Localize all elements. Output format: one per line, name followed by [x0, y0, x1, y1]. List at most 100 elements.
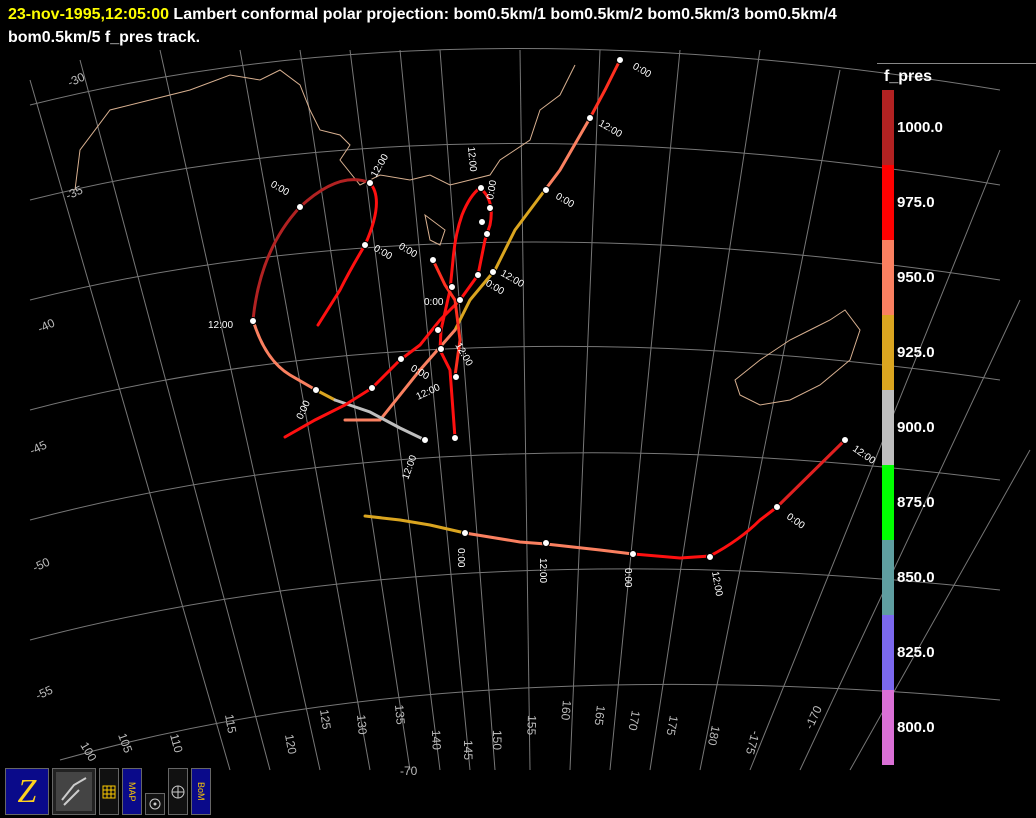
lat-label-50: -50 [30, 555, 52, 575]
lat-label-40: -40 [35, 316, 57, 336]
longitude-grid [29, 49, 1031, 771]
track-point [451, 434, 459, 442]
globe-tool-button[interactable] [168, 768, 188, 815]
grid-icon [102, 785, 116, 798]
lon-label-110: 110 [167, 732, 186, 754]
track-point [616, 56, 624, 64]
time-labels: 0:00 12:00 0:00 12:00 0:00 0:00 0:00 12:… [208, 61, 877, 598]
track-point [296, 203, 304, 211]
time-label: 12:00 [208, 320, 233, 331]
lon-label-170: 170 [626, 709, 643, 731]
track-4-a [363, 514, 467, 535]
lat-label-45: -45 [27, 438, 49, 458]
lon-label-175: 175 [664, 714, 681, 736]
time-label: 12:00 [597, 118, 625, 140]
toolbar: Z MAP BoM [5, 768, 211, 815]
lat-label-35: -35 [63, 183, 85, 203]
globe-icon [171, 785, 185, 798]
track-4-d [775, 438, 847, 509]
track-3c [431, 258, 462, 378]
colorbar-label-900: 900.0 [897, 419, 935, 436]
grid-tool-button[interactable] [99, 768, 119, 815]
time-label: 0:00 [484, 278, 507, 297]
track-2-tail [251, 318, 318, 392]
colorbar-label-800: 800.0 [897, 719, 935, 736]
storm-tracks [251, 58, 847, 560]
satellite-icon [56, 772, 92, 811]
track-point [474, 271, 482, 279]
circle-tool-button[interactable] [145, 793, 165, 815]
lon-label-125: 125 [317, 708, 334, 730]
track-point [361, 241, 369, 249]
colorbar-segment-950 [882, 240, 894, 315]
colorbar-segment-925 [882, 315, 894, 390]
track-point [483, 230, 491, 238]
lon-label-140: 140 [429, 730, 444, 751]
track-point [249, 317, 257, 325]
colorbar-segment-850 [882, 540, 894, 615]
time-label: 0:00 [269, 179, 292, 198]
zoom-logo-button[interactable]: Z [5, 768, 49, 815]
colorbar [882, 90, 894, 765]
track-point [841, 436, 849, 444]
track-point [368, 384, 376, 392]
track-point [397, 355, 405, 363]
colorbar-segment-900 [882, 390, 894, 465]
coastline [74, 64, 861, 406]
lon-label-105: 105 [115, 731, 135, 755]
track-2-loop2 [316, 181, 378, 327]
colorbar-segment-875 [882, 465, 894, 540]
bom-tool-label: BoM [196, 782, 206, 801]
time-label: 0:00 [397, 241, 420, 260]
time-label: 0:00 [631, 61, 654, 80]
target-icon [149, 798, 161, 810]
colorbar-label-1000: 1000.0 [897, 119, 943, 136]
track-point [542, 186, 550, 194]
colorbar-label-875: 875.0 [897, 494, 935, 511]
map-title: 23-nov-1995,12:05:00 Lambert conformal p… [8, 3, 837, 49]
lon-label-135: 135 [392, 704, 408, 725]
track-point [486, 204, 494, 212]
track-point [312, 386, 320, 394]
satellite-view-button[interactable] [52, 768, 96, 815]
time-label: 0:00 [295, 399, 313, 422]
track-point [434, 326, 442, 334]
lon-label-165: 165 [592, 705, 608, 727]
track-point [542, 539, 550, 547]
colorbar-segment-1000 [882, 90, 894, 165]
colorbar-label-850: 850.0 [897, 569, 935, 586]
track-point [706, 553, 714, 561]
latitude-grid [29, 47, 1001, 761]
track-point [477, 184, 485, 192]
track-3b [283, 186, 493, 439]
colorbar-segment-975 [882, 165, 894, 240]
lon-label-m170: -170 [802, 703, 825, 731]
lat-label-m70: -70 [400, 764, 418, 778]
bom-tool-button[interactable]: BoM [191, 768, 211, 815]
colorbar-title: f_pres [884, 68, 933, 85]
lat-label-55: -55 [33, 683, 55, 703]
time-label: 12:00 [709, 571, 724, 598]
map-tool-label: MAP [127, 781, 137, 802]
track-1-mid [543, 116, 592, 192]
colorbar-label-925: 925.0 [897, 344, 935, 361]
time-label: 12:00 [465, 146, 478, 172]
colorbar-label-975: 975.0 [897, 194, 935, 211]
track-point [429, 256, 437, 264]
map-tool-button[interactable]: MAP [122, 768, 142, 815]
lon-label-155: 155 [524, 715, 539, 736]
track-point [456, 296, 464, 304]
title-date: 23-nov-1995,12:05:00 [8, 6, 169, 23]
lon-label-120: 120 [282, 733, 299, 755]
track-points [249, 56, 849, 561]
lon-label-130: 130 [354, 714, 370, 735]
track-point [461, 529, 469, 537]
track-1-tail [343, 328, 457, 422]
toolbar-column-1 [99, 768, 119, 815]
time-label: 12:00 [400, 453, 419, 481]
time-label: 0:00 [622, 568, 633, 588]
colorbar-segment-800 [882, 690, 894, 765]
track-2-tail3 [333, 398, 427, 442]
lon-label-145: 145 [461, 740, 475, 760]
